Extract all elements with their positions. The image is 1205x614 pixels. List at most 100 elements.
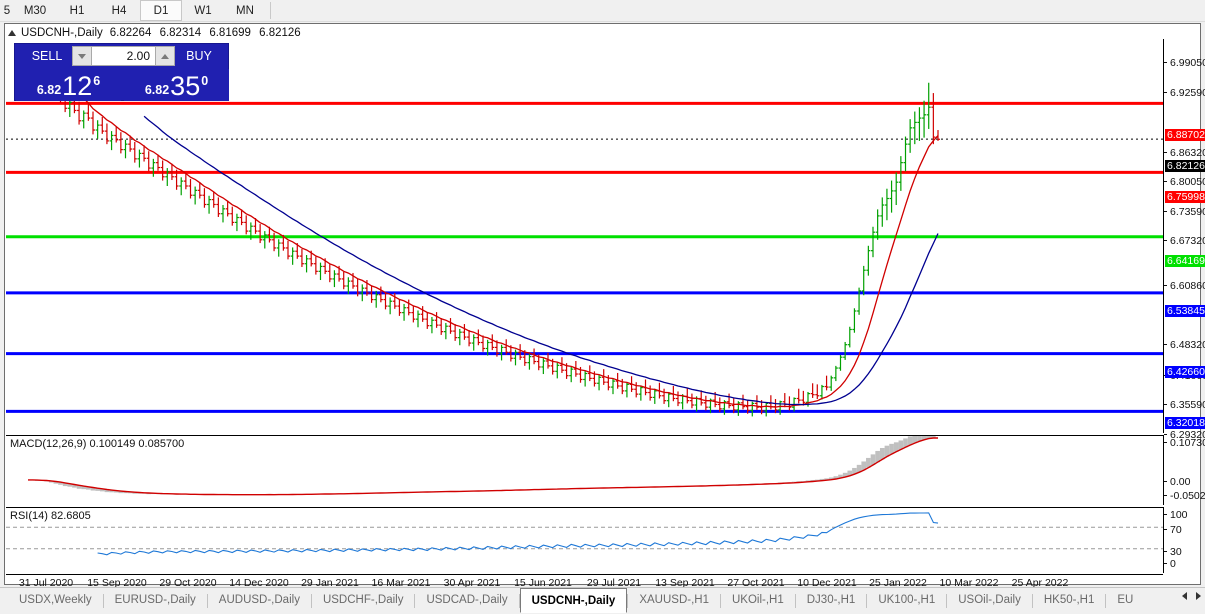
price-tick-label: 6.86320 — [1170, 147, 1205, 159]
macd-tick-label: 0.107309 — [1170, 437, 1205, 449]
price-tick: 6.99050 — [1164, 58, 1205, 68]
date-tick-label: 31 Jul 2020 — [18, 577, 74, 589]
macd-chart-canvas[interactable] — [6, 436, 1163, 506]
chevron-up-icon — [161, 53, 169, 59]
chart-tab-dj30-h1[interactable]: DJ30-,H1 — [806, 593, 856, 606]
tick-mark — [1164, 152, 1167, 153]
price-tick: 6.29320 — [1164, 430, 1205, 440]
price-pane[interactable] — [6, 39, 1163, 433]
tab-separator — [794, 594, 796, 608]
tab-separator — [1031, 594, 1033, 608]
sell-price-fraction: 6 — [93, 74, 101, 88]
price-level-label: 6.53845 — [1165, 305, 1205, 317]
timeframe-button-h4[interactable]: H4 — [111, 4, 127, 17]
rsi-tick-label: 100 — [1170, 509, 1188, 521]
tab-scroll-controls[interactable] — [1182, 592, 1201, 600]
timeframe-button-h1[interactable]: H1 — [69, 4, 85, 17]
volume-input[interactable]: 2.00 — [92, 46, 155, 66]
price-tick-label: 6.35590 — [1170, 399, 1205, 411]
date-tick-label: 29 Jan 2021 — [301, 577, 359, 589]
rsi-tick: 0 — [1164, 559, 1176, 569]
date-tick-label: 25 Apr 2022 — [1011, 577, 1069, 589]
date-tick-label: 15 Sep 2020 — [87, 577, 147, 589]
buy-price-whole: 6.82 — [144, 83, 170, 97]
price-tick: 6.67320 — [1164, 236, 1205, 246]
chart-tab-bar: USDX,Weekly EURUSD-,Daily AUDUSD-,Daily USD… — [0, 587, 1205, 614]
rsi-tick: 100 — [1164, 510, 1188, 520]
tick-mark — [1164, 434, 1167, 435]
volume-decrease-button[interactable] — [72, 46, 92, 66]
chart-tab-usdchf-daily[interactable]: USDCHF-,Daily — [322, 593, 404, 606]
date-axis[interactable]: 31 Jul 2020 15 Sep 2020 29 Oct 2020 14 Dec … — [6, 574, 1163, 592]
timeframe-button-group: 5 M30 H1 H4 D1 W1 MN — [0, 0, 275, 21]
price-axis[interactable]: 6.99050 6.92590 6.86320 6.80050 6.73590 6.673… — [1163, 39, 1205, 440]
timeframe-button-m30[interactable]: M30 — [23, 4, 47, 17]
price-tick: 6.80050 — [1164, 177, 1205, 187]
price-chart-canvas[interactable] — [6, 39, 1163, 433]
macd-tick-label: 0.00 — [1170, 476, 1191, 488]
chart-tab-usdx-weekly[interactable]: USDX,Weekly — [19, 593, 92, 606]
tick-mark — [1164, 62, 1167, 63]
chart-tab-uk100-h1[interactable]: UK100-,H1 — [878, 593, 936, 606]
sell-button[interactable]: SELL — [31, 49, 63, 63]
ohlc-close: 6.82126 — [259, 27, 301, 39]
chart-tab-usdcad-daily[interactable]: USDCAD-,Daily — [426, 593, 508, 606]
date-tick-label: 29 Jul 2021 — [586, 577, 642, 589]
rsi-tick-label: 70 — [1170, 524, 1182, 536]
price-tick-label: 6.99050 — [1170, 57, 1205, 69]
price-level-label: 6.88702 — [1165, 129, 1205, 141]
date-tick-label: 29 Oct 2020 — [159, 577, 217, 589]
volume-increase-button[interactable] — [155, 46, 175, 66]
price-tick-label: 6.48320 — [1170, 339, 1205, 351]
tab-separator — [946, 594, 948, 608]
timeframe-button-mn[interactable]: MN — [236, 4, 254, 17]
rsi-pane[interactable]: RSI(14) 82.6805 — [6, 507, 1163, 574]
volume-stepper[interactable]: 2.00 — [72, 46, 175, 66]
price-tick: 6.92590 — [1164, 88, 1205, 98]
price-tick-label: 6.92590 — [1170, 87, 1205, 99]
sell-price-display[interactable]: 6.82 12 6 — [16, 69, 121, 101]
buy-price-display[interactable]: 6.82 35 0 — [124, 69, 229, 101]
date-tick-label: 16 Mar 2021 — [371, 577, 431, 589]
rsi-line — [97, 512, 939, 556]
chart-tab-xauusd-h1[interactable]: XAUUSD-,H1 — [639, 593, 709, 606]
tick-mark — [1164, 529, 1167, 530]
date-tick-label: 10 Mar 2022 — [939, 577, 999, 589]
price-tick-label: 6.67320 — [1170, 235, 1205, 247]
price-tick-label: 6.73590 — [1170, 206, 1205, 218]
chart-tab-audusd-daily[interactable]: AUDUSD-,Daily — [218, 593, 300, 606]
price-tick: 6.60860 — [1164, 281, 1205, 291]
price-tick-label: 6.60860 — [1170, 280, 1205, 292]
chart-tab-hk50-h1[interactable]: HK50-,H1 — [1043, 593, 1095, 606]
tab-separator — [206, 594, 208, 608]
chart-tab-usoil-daily[interactable]: USOil-,Daily — [958, 593, 1021, 606]
chart-tab-eu[interactable]: EU — [1117, 593, 1134, 606]
tab-separator — [627, 594, 629, 608]
date-tick-label: 14 Dec 2020 — [229, 577, 289, 589]
sell-price-big: 12 — [62, 71, 93, 101]
timeframe-button-w1[interactable]: W1 — [194, 4, 212, 17]
chart-tab-usdcnh-daily[interactable]: USDCNH-,Daily — [519, 588, 628, 613]
timeframe-button-5[interactable]: 5 — [3, 4, 11, 17]
buy-button[interactable]: BUY — [186, 49, 212, 63]
tab-separator — [719, 594, 721, 608]
chart-tab-eurusd-daily[interactable]: EURUSD-,Daily — [114, 593, 196, 606]
macd-pane[interactable]: MACD(12,26,9) 0.100149 0.085700 — [6, 435, 1163, 506]
rsi-chart-canvas[interactable] — [6, 508, 1163, 574]
collapse-triangle-icon[interactable] — [8, 30, 16, 36]
tick-mark — [1164, 563, 1167, 564]
ohlc-open: 6.82264 — [109, 27, 152, 39]
tab-separator — [866, 594, 868, 608]
chevron-down-icon — [78, 53, 86, 59]
date-tick-label: 10 Dec 2021 — [797, 577, 857, 589]
tick-mark — [1164, 211, 1167, 212]
moving-average-slow — [143, 115, 939, 406]
timeframe-button-d1[interactable]: D1 — [140, 0, 182, 21]
chart-tab-ukoil-h1[interactable]: UKOil-,H1 — [731, 593, 784, 606]
scroll-left-icon[interactable] — [1182, 592, 1187, 600]
chart-tabs: USDX,Weekly EURUSD-,Daily AUDUSD-,Daily USD… — [8, 588, 1144, 614]
date-tick-label: 27 Oct 2021 — [727, 577, 785, 589]
scroll-right-icon[interactable] — [1196, 592, 1201, 600]
rsi-tick: 70 — [1164, 525, 1182, 535]
tick-mark — [1164, 404, 1167, 405]
